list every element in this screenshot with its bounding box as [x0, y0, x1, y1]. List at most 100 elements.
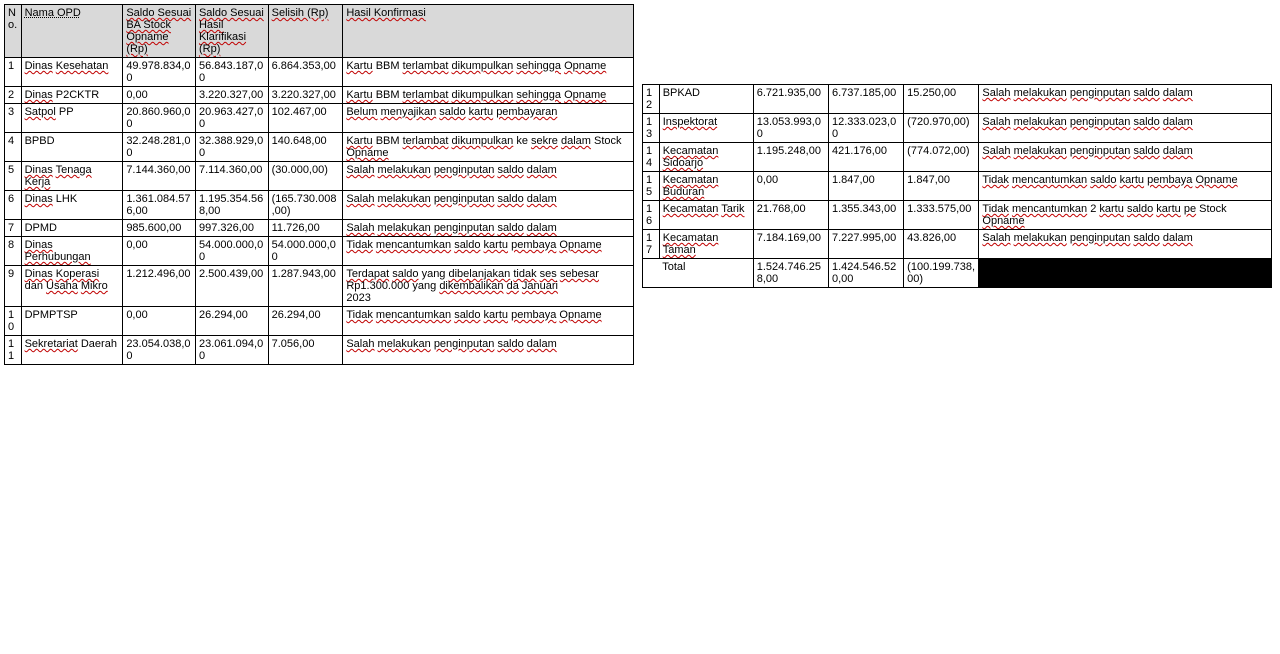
- cell-hasil: Kartu BBM terlambat dikumpulkan sehingga…: [343, 87, 634, 104]
- cell-saldo-klarifikasi: 6.737.185,00: [828, 85, 903, 114]
- cell-selisih: 1.333.575,00: [904, 201, 979, 230]
- cell-no: 2: [5, 87, 22, 104]
- cell-saldo-klarifikasi: 1.195.354.568,00: [195, 191, 268, 220]
- cell-saldo-klarifikasi: 1.355.343,00: [828, 201, 903, 230]
- cell-saldo-ba: 985.600,00: [123, 220, 196, 237]
- cell-no: 6: [5, 191, 22, 220]
- cell-no: 13: [643, 114, 660, 143]
- cell-saldo-klarifikasi: 421.176,00: [828, 143, 903, 172]
- cell-nama: Dinas Perhubungan: [21, 237, 123, 266]
- cell-no: 11: [5, 336, 22, 365]
- cell-hasil: Tidak mencantumkan saldo kartu pembaya O…: [343, 237, 634, 266]
- cell-hasil: Salah melakukan penginputan saldo dalam: [343, 162, 634, 191]
- cell-saldo-klarifikasi: 56.843.187,00: [195, 58, 268, 87]
- cell-no: 15: [643, 172, 660, 201]
- table-row: 10DPMPTSP0,0026.294,0026.294,00Tidak men…: [5, 307, 634, 336]
- right-table-container: 12BPKAD6.721.935,006.737.185,0015.250,00…: [642, 4, 1272, 650]
- data-table-left: No. Nama OPD Saldo Sesuai BA Stock Opnam…: [4, 4, 634, 365]
- cell-no: 12: [643, 85, 660, 114]
- cell-saldo-ba: 13.053.993,00: [753, 114, 828, 143]
- header-selisih: Selisih (Rp): [268, 5, 343, 58]
- cell-selisih: 15.250,00: [904, 85, 979, 114]
- cell-selisih: (165.730.008,00): [268, 191, 343, 220]
- cell-no: 7: [5, 220, 22, 237]
- table-body-left: 1Dinas Kesehatan49.978.834,0056.843.187,…: [5, 58, 634, 365]
- cell-saldo-ba: 1.361.084.576,00: [123, 191, 196, 220]
- cell-total-s1: 1.524.746.258,00: [753, 259, 828, 288]
- table-header: No. Nama OPD Saldo Sesuai BA Stock Opnam…: [5, 5, 634, 58]
- cell-hasil: Belum menyajikan saldo kartu pembayaran: [343, 104, 634, 133]
- cell-hasil: Tidak mencantumkan saldo kartu pembaya O…: [979, 172, 1272, 201]
- table-row: 4BPBD32.248.281,0032.388.929,00140.648,0…: [5, 133, 634, 162]
- cell-saldo-ba: 23.054.038,00: [123, 336, 196, 365]
- header-no: No.: [5, 5, 22, 58]
- cell-saldo-klarifikasi: 32.388.929,00: [195, 133, 268, 162]
- cell-saldo-klarifikasi: 7.114.360,00: [195, 162, 268, 191]
- cell-selisih: 1.287.943,00: [268, 266, 343, 307]
- cell-saldo-klarifikasi: 2.500.439,00: [195, 266, 268, 307]
- cell-nama: Kecamatan Sidoarjo: [659, 143, 753, 172]
- cell-saldo-klarifikasi: 23.061.094,00: [195, 336, 268, 365]
- cell-nama: Inspektorat: [659, 114, 753, 143]
- cell-hasil: Salah melakukan penginputan saldo dalam: [979, 143, 1272, 172]
- cell-total-s2: 1.424.546.520,00: [828, 259, 903, 288]
- cell-saldo-klarifikasi: 54.000.000,00: [195, 237, 268, 266]
- cell-saldo-ba: 6.721.935,00: [753, 85, 828, 114]
- cell-saldo-klarifikasi: 1.847,00: [828, 172, 903, 201]
- cell-hasil: Terdapat saldo yang dibelanjakan tidak s…: [343, 266, 634, 307]
- cell-nama: BPBD: [21, 133, 123, 162]
- table-row: 11Sekretariat Daerah23.054.038,0023.061.…: [5, 336, 634, 365]
- cell-selisih: 6.864.353,00: [268, 58, 343, 87]
- table-row: 12BPKAD6.721.935,006.737.185,0015.250,00…: [643, 85, 1272, 114]
- table-row: 1Dinas Kesehatan49.978.834,0056.843.187,…: [5, 58, 634, 87]
- cell-saldo-ba: 32.248.281,00: [123, 133, 196, 162]
- cell-hasil: Salah melakukan penginputan saldo dalam: [343, 220, 634, 237]
- cell-saldo-ba: 21.768,00: [753, 201, 828, 230]
- cell-saldo-ba: 7.184.169,00: [753, 230, 828, 259]
- cell-hasil: Salah melakukan penginputan saldo dalam: [979, 114, 1272, 143]
- table-row: 9Dinas Koperasi dan Usaha Mikro1.212.496…: [5, 266, 634, 307]
- cell-saldo-klarifikasi: 997.326,00: [195, 220, 268, 237]
- cell-saldo-ba: 0,00: [123, 307, 196, 336]
- cell-selisih: 140.648,00: [268, 133, 343, 162]
- header-nama: Nama OPD: [21, 5, 123, 58]
- total-row: Total1.524.746.258,001.424.546.520,00(10…: [643, 259, 1272, 288]
- cell-hasil: Salah melakukan penginputan saldo dalam: [979, 85, 1272, 114]
- cell-hasil: Tidak mencantumkan saldo kartu pembaya O…: [343, 307, 634, 336]
- cell-total-label: Total: [659, 259, 753, 288]
- cell-no: 5: [5, 162, 22, 191]
- cell-selisih: 11.726,00: [268, 220, 343, 237]
- cell-saldo-ba: 20.860.960,00: [123, 104, 196, 133]
- cell-selisih: 26.294,00: [268, 307, 343, 336]
- cell-saldo-klarifikasi: 12.333.023,00: [828, 114, 903, 143]
- cell-saldo-klarifikasi: 3.220.327,00: [195, 87, 268, 104]
- cell-selisih: 7.056,00: [268, 336, 343, 365]
- table-row: 17Kecamatan Taman7.184.169,007.227.995,0…: [643, 230, 1272, 259]
- cell-nama: Dinas Tenaga Kerja: [21, 162, 123, 191]
- cell-nama: Kecamatan Taman: [659, 230, 753, 259]
- cell-total-hasil: [979, 259, 1272, 288]
- cell-nama: Dinas LHK: [21, 191, 123, 220]
- cell-total-selisih: (100.199.738,00): [904, 259, 979, 288]
- cell-no: 4: [5, 133, 22, 162]
- cell-saldo-ba: 0,00: [753, 172, 828, 201]
- cell-no: 8: [5, 237, 22, 266]
- cell-nama: Satpol PP: [21, 104, 123, 133]
- cell-nama: Dinas Kesehatan: [21, 58, 123, 87]
- cell-hasil: Kartu BBM terlambat dikumpulkan ke sekre…: [343, 133, 634, 162]
- cell-selisih: 54.000.000,00: [268, 237, 343, 266]
- cell-saldo-klarifikasi: 7.227.995,00: [828, 230, 903, 259]
- cell-nama: DPMD: [21, 220, 123, 237]
- cell-no: 14: [643, 143, 660, 172]
- left-table-container: No. Nama OPD Saldo Sesuai BA Stock Opnam…: [4, 4, 634, 650]
- table-row: 13Inspektorat13.053.993,0012.333.023,00(…: [643, 114, 1272, 143]
- cell-nama: Sekretariat Daerah: [21, 336, 123, 365]
- cell-saldo-ba: 0,00: [123, 237, 196, 266]
- cell-nama: BPKAD: [659, 85, 753, 114]
- cell-saldo-ba: 0,00: [123, 87, 196, 104]
- data-table-right: 12BPKAD6.721.935,006.737.185,0015.250,00…: [642, 84, 1272, 288]
- cell-saldo-ba: 1.212.496,00: [123, 266, 196, 307]
- table-row: 2Dinas P2CKTR0,003.220.327,003.220.327,0…: [5, 87, 634, 104]
- cell-saldo-klarifikasi: 26.294,00: [195, 307, 268, 336]
- cell-selisih: 102.467,00: [268, 104, 343, 133]
